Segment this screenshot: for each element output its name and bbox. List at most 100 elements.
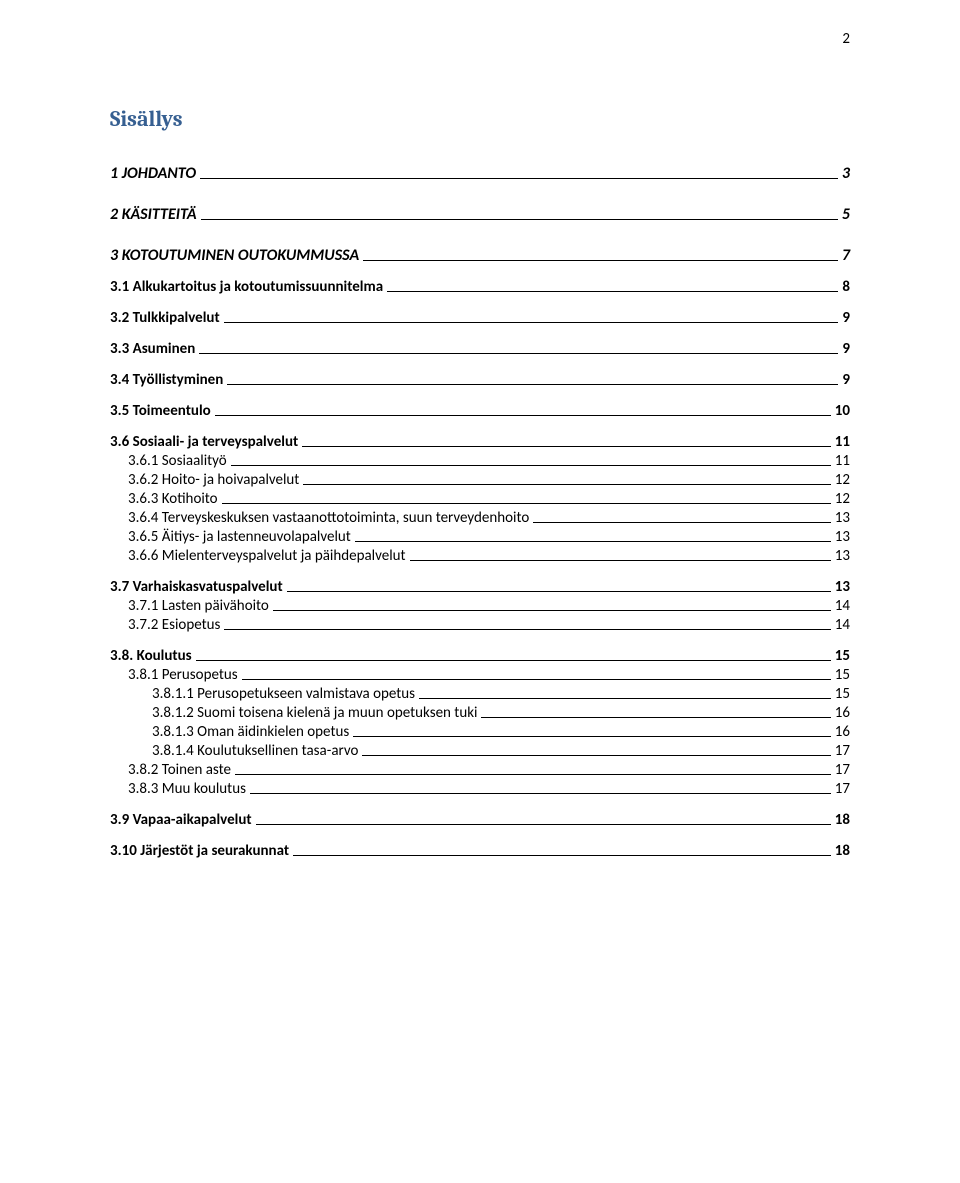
toc-entry: 3.6.4 Terveyskeskuksen vastaanottotoimin… [110, 511, 850, 526]
toc-entry: 3 KOTOUTUMINEN OUTOKUMMUSSA7 [110, 248, 850, 264]
toc-entry: 3.4 Työllistyminen 9 [110, 373, 850, 388]
toc-leader-line [353, 736, 831, 737]
toc-entry-page: 13 [835, 530, 850, 545]
toc-entry-label: 3.6.1 Sosiaalityö [128, 454, 227, 469]
toc-entry-page: 14 [835, 618, 850, 633]
toc-entry-page: 12 [835, 473, 850, 488]
toc-entry: 3.6.1 Sosiaalityö 11 [110, 454, 850, 469]
toc-leader-line [293, 855, 831, 856]
toc-entry-label: 3.4 Työllistyminen [110, 373, 223, 388]
toc-entry: 3.6 Sosiaali- ja terveyspalvelut11 [110, 435, 850, 450]
toc-leader-line [235, 774, 831, 775]
toc-entry-page: 5 [842, 207, 850, 223]
toc-entry-page: 3 [842, 166, 850, 182]
toc-entry: 3.8.3 Muu koulutus 17 [110, 782, 850, 797]
toc-entry-label: 3.7.1 Lasten päivähoito [128, 599, 269, 614]
toc-entry-page: 17 [835, 744, 850, 759]
toc-entry-page: 7 [842, 248, 850, 264]
toc-entry-page: 17 [835, 782, 850, 797]
toc-leader-line [303, 484, 830, 485]
toc-leader-line [273, 610, 831, 611]
toc-entry-page: 18 [835, 813, 850, 828]
toc-entry-page: 11 [835, 454, 850, 469]
toc-entry-label: 3.6.2 Hoito- ja hoivapalvelut [128, 473, 299, 488]
toc-entry-page: 15 [835, 668, 850, 683]
toc-entry-label: 3.8.3 Muu koulutus [128, 782, 246, 797]
toc-entry-label: 3.9 Vapaa-aikapalvelut [110, 813, 252, 828]
toc-entry-label: 3.10 Järjestöt ja seurakunnat [110, 844, 289, 859]
toc-leader-line [222, 503, 831, 504]
toc-entry: 3.6.3 Kotihoito 12 [110, 492, 850, 507]
toc-entry-page: 15 [835, 687, 850, 702]
toc-entry-label: 3.8.1.3 Oman äidinkielen opetus [152, 725, 349, 740]
toc-entry-page: 15 [835, 649, 850, 664]
toc-entry-page: 17 [835, 763, 850, 778]
toc-list: 1 JOHDANTO 3 2 KÄSITTEITÄ 5 3 KOTOUTUMINEN O… [110, 166, 850, 859]
page-number: 2 [842, 30, 850, 48]
toc-entry-page: 8 [842, 280, 850, 295]
toc-entry-page: 16 [835, 725, 850, 740]
toc-entry: 1 JOHDANTO 3 [110, 166, 850, 182]
toc-entry-label: 3.8.1 Perusopetus [128, 668, 238, 683]
toc-entry-label: 3.6.5 Äitiys- ja lastenneuvolapalvelut [128, 530, 351, 545]
toc-leader-line [256, 824, 831, 825]
toc-entry-page: 9 [842, 342, 850, 357]
toc-entry-page: 16 [835, 706, 850, 721]
toc-leader-line [242, 679, 831, 680]
toc-leader-line [196, 660, 831, 661]
toc-leader-line [199, 353, 838, 354]
toc-entry-label: 1 JOHDANTO [110, 166, 196, 182]
toc-leader-line [215, 415, 831, 416]
toc-entry-page: 13 [835, 580, 850, 595]
toc-leader-line [200, 178, 838, 179]
toc-entry-label: 3.8. Koulutus [110, 649, 192, 664]
toc-leader-line [362, 755, 830, 756]
toc-leader-line [224, 322, 839, 323]
toc-entry-label: 3.6.4 Terveyskeskuksen vastaanottotoimin… [128, 511, 529, 526]
toc-entry: 3.7 Varhaiskasvatuspalvelut 13 [110, 580, 850, 595]
toc-entry: 3.2 Tulkkipalvelut9 [110, 311, 850, 326]
toc-leader-line [224, 629, 830, 630]
toc-entry: 3.8.1.3 Oman äidinkielen opetus 16 [110, 725, 850, 740]
toc-entry: 3.3 Asuminen9 [110, 342, 850, 357]
toc-entry-page: 12 [835, 492, 850, 507]
toc-entry-page: 9 [842, 373, 850, 388]
toc-entry-label: 3.6.3 Kotihoito [128, 492, 218, 507]
toc-entry-label: 3.5 Toimeentulo [110, 404, 211, 419]
toc-entry-page: 10 [835, 404, 850, 419]
toc-entry: 3.6.2 Hoito- ja hoivapalvelut 12 [110, 473, 850, 488]
toc-entry: 3.9 Vapaa-aikapalvelut 18 [110, 813, 850, 828]
toc-entry-page: 18 [835, 844, 850, 859]
toc-leader-line [287, 591, 831, 592]
toc-entry-label: 3.7.2 Esiopetus [128, 618, 220, 633]
toc-entry: 3.8.1.2 Suomi toisena kielenä ja muun op… [110, 706, 850, 721]
toc-entry: 3.8.1 Perusopetus 15 [110, 668, 850, 683]
toc-leader-line [410, 560, 831, 561]
toc-title: Sisällys [110, 106, 850, 132]
toc-leader-line [231, 465, 831, 466]
toc-entry: 3.8.1.4 Koulutuksellinen tasa-arvo 17 [110, 744, 850, 759]
toc-entry: 3.7.2 Esiopetus 14 [110, 618, 850, 633]
toc-entry-label: 3.1 Alkukartoitus ja kotoutumissuunnitel… [110, 280, 383, 295]
toc-leader-line [201, 219, 838, 220]
toc-leader-line [302, 446, 831, 447]
toc-entry: 3.8.1.1 Perusopetukseen valmistava opetu… [110, 687, 850, 702]
toc-entry-label: 3.7 Varhaiskasvatuspalvelut [110, 580, 283, 595]
toc-leader-line [533, 522, 831, 523]
toc-entry-page: 13 [835, 549, 850, 564]
toc-entry-label: 3.8.1.4 Koulutuksellinen tasa-arvo [152, 744, 358, 759]
toc-leader-line [481, 717, 830, 718]
toc-entry-label: 3.6.6 Mielenterveyspalvelut ja päihdepal… [128, 549, 406, 564]
toc-entry: 3.5 Toimeentulo 10 [110, 404, 850, 419]
toc-entry: 3.6.6 Mielenterveyspalvelut ja päihdepal… [110, 549, 850, 564]
toc-entry: 3.1 Alkukartoitus ja kotoutumissuunnitel… [110, 280, 850, 295]
toc-entry: 3.8.2 Toinen aste 17 [110, 763, 850, 778]
toc-entry-page: 9 [842, 311, 850, 326]
toc-entry-label: 3.8.1.2 Suomi toisena kielenä ja muun op… [152, 706, 477, 721]
toc-entry-label: 2 KÄSITTEITÄ [110, 207, 197, 223]
toc-leader-line [250, 793, 831, 794]
toc-leader-line [387, 291, 838, 292]
toc-entry: 3.8. Koulutus 15 [110, 649, 850, 664]
toc-entry: 3.7.1 Lasten päivähoito14 [110, 599, 850, 614]
toc-entry-label: 3.8.2 Toinen aste [128, 763, 231, 778]
